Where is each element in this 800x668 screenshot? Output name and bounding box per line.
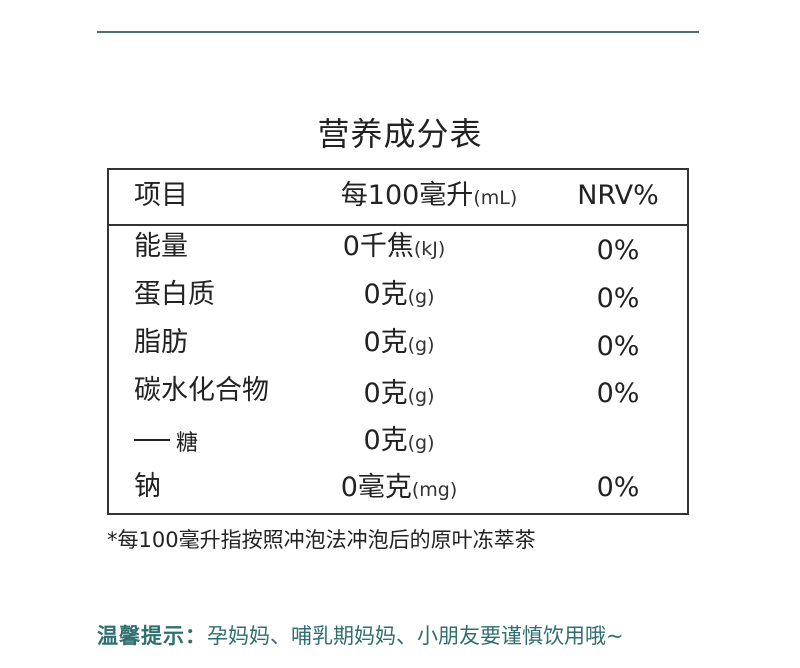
row-sodium-nrv: 0% — [596, 472, 640, 503]
warm-tip-label: 温馨提示： — [97, 624, 207, 648]
row-carbohydrate-value: 0克 — [363, 378, 408, 409]
row-sodium-amount: 0毫克(mg) — [324, 471, 474, 507]
row-sodium-name: 钠 — [134, 471, 161, 502]
table-title: 营养成分表 — [317, 115, 483, 153]
row-sugar-name-cell: 糖 — [134, 425, 198, 461]
row-carbohydrate-name: 碳水化合物 — [134, 375, 269, 406]
sub-item-dash — [134, 438, 170, 441]
warm-tip-text: 孕妈妈、哺乳期妈妈、小朋友要谨慎饮用哦~ — [207, 624, 624, 648]
row-protein-nrv: 0% — [596, 283, 640, 314]
row-energy-nrv: 0% — [596, 235, 640, 266]
warm-tip: 温馨提示：孕妈妈、哺乳期妈妈、小朋友要谨慎饮用哦~ — [97, 622, 624, 650]
row-sodium-unit: (mg) — [411, 479, 458, 501]
header-amount-label: 每100毫升 — [340, 180, 474, 211]
header-divider — [109, 224, 687, 226]
row-fat-amount: 0克(g) — [334, 326, 464, 362]
row-protein-unit: (g) — [407, 286, 435, 308]
header-amount: 每100毫升(mL) — [309, 179, 549, 215]
row-sodium-value: 0毫克 — [340, 472, 412, 503]
row-energy-amount: 0千焦(kJ) — [319, 230, 469, 266]
header-item: 项目 — [134, 180, 188, 211]
row-protein-name: 蛋白质 — [134, 279, 215, 310]
row-carbohydrate-nrv: 0% — [596, 378, 640, 409]
row-energy-unit: (kJ) — [413, 238, 446, 260]
row-sugar-value: 0克 — [363, 425, 408, 456]
row-carbohydrate-unit: (g) — [407, 385, 435, 407]
row-fat-unit: (g) — [407, 334, 435, 356]
row-protein-value: 0克 — [363, 279, 408, 310]
header-nrv: NRV% — [577, 180, 659, 211]
header-amount-unit: (mL) — [473, 187, 518, 209]
top-divider — [97, 31, 699, 33]
row-fat-name: 脂肪 — [134, 327, 188, 358]
row-protein-amount: 0克(g) — [334, 278, 464, 314]
nutrition-table: 项目 每100毫升(mL) NRV% 能量 0千焦(kJ) 0% 蛋白质 0克(… — [107, 168, 689, 515]
row-sugar-unit: (g) — [407, 432, 435, 454]
row-carbohydrate-amount: 0克(g) — [334, 377, 464, 413]
footnote: *每100毫升指按照冲泡法冲泡后的原叶冻萃茶 — [107, 528, 536, 552]
row-sugar-amount: 0克(g) — [334, 424, 464, 460]
row-fat-nrv: 0% — [596, 331, 640, 362]
row-energy-name: 能量 — [134, 231, 188, 262]
row-sugar-name: 糖 — [176, 431, 199, 456]
row-energy-value: 0千焦 — [342, 231, 414, 262]
row-fat-value: 0克 — [363, 327, 408, 358]
